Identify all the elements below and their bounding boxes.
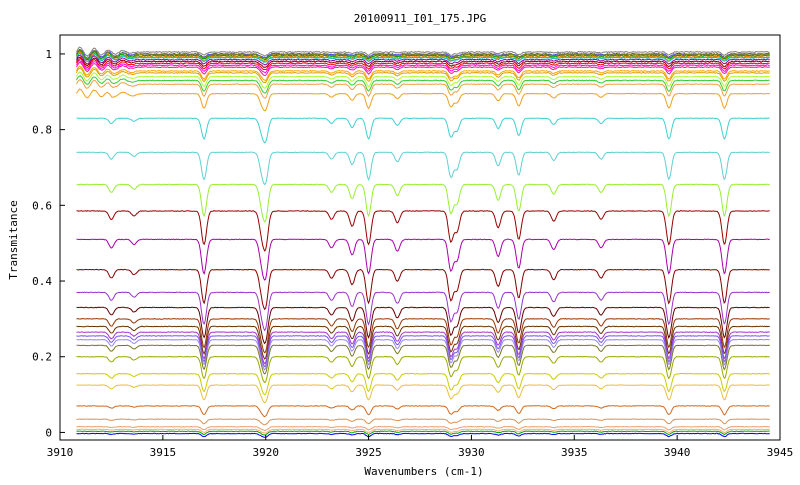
spectrum-series-line	[76, 46, 770, 57]
spectrum-series-line	[76, 425, 770, 432]
y-tick-label: 1	[45, 48, 52, 61]
spectrum-series-line	[76, 52, 770, 63]
y-tick-label: 0.2	[32, 351, 52, 364]
y-axis-label: Transmitance	[7, 200, 20, 279]
spectrum-series-line	[76, 372, 770, 396]
spectrum-series-line	[76, 418, 770, 426]
spectrum-series-line	[76, 338, 770, 371]
y-tick-label: 0	[45, 426, 52, 439]
spectrum-series-line	[76, 54, 770, 66]
x-tick-label: 3910	[47, 446, 74, 459]
x-tick-label: 3920	[252, 446, 279, 459]
spectrum-series-line	[76, 306, 770, 345]
y-tick-label: 0.4	[32, 275, 52, 288]
plot-frame	[59, 34, 781, 441]
spectrum-series-line	[76, 430, 770, 436]
spectrum-series-line	[76, 88, 770, 112]
y-tick-label: 0.8	[32, 124, 52, 137]
spectrum-series-line	[76, 291, 770, 332]
spectrum-series-line	[76, 432, 770, 438]
spectrum-series-line	[76, 50, 770, 61]
spectrum-series-line	[76, 49, 770, 60]
spectrum-series-line	[76, 331, 770, 365]
spectrum-series-line	[76, 428, 770, 434]
x-tick-label: 3935	[561, 446, 588, 459]
spectrum-series-line	[76, 56, 770, 68]
spectrum-series-line	[76, 355, 770, 384]
x-tick-label: 3930	[458, 446, 485, 459]
x-tick-label: 3940	[664, 446, 691, 459]
x-axis-label: Wavenumbers (cm-1)	[364, 465, 483, 478]
spectrum-series-line	[76, 65, 770, 81]
spectrum-series-line	[76, 67, 770, 84]
spectrum-series-line	[76, 117, 770, 144]
spectrum-series-line	[76, 238, 770, 281]
x-tick-label: 3945	[767, 446, 794, 459]
x-tick-label: 3915	[150, 446, 177, 459]
spectrum-series-line	[76, 325, 770, 360]
spectrum-series-line	[76, 57, 770, 70]
x-tick-label: 3925	[355, 446, 382, 459]
spectrum-series-line	[76, 268, 770, 311]
spectrum-series-line	[76, 151, 770, 186]
spectrum-series-line	[76, 384, 770, 404]
spectrum-series-line	[76, 61, 770, 76]
spectrum-series-line	[76, 318, 770, 354]
spectrum-series-line	[76, 183, 770, 223]
spectrum-series-line	[76, 344, 770, 375]
chart-title: 20100911_I01_175.JPG	[354, 12, 486, 25]
series-layer	[76, 46, 770, 438]
spectrum-series-line	[76, 75, 770, 94]
spectrum-series-line	[76, 210, 770, 252]
spectrum-series-line	[76, 48, 770, 59]
ticks-layer: 3910 3915 3920 3925 3930 3935 3940 3945 0 0.2 0.4 0…	[32, 48, 793, 459]
spectrum-series-line	[76, 51, 770, 62]
spectrum-series-line	[76, 59, 770, 74]
spectrum-series-line	[76, 71, 770, 89]
y-tick-label: 0.6	[32, 199, 52, 212]
spectrum-series-line	[76, 405, 770, 418]
spectrum-series-line	[76, 79, 770, 99]
spectrum-series-line	[76, 335, 770, 368]
